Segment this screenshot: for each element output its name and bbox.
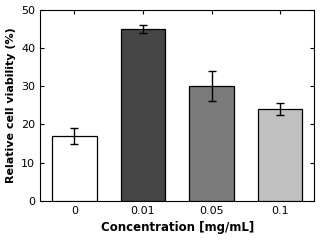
X-axis label: Concentration [mg/mL]: Concentration [mg/mL] bbox=[101, 222, 254, 234]
Y-axis label: Relative cell viability (%): Relative cell viability (%) bbox=[5, 27, 16, 183]
Bar bbox=[258, 109, 302, 201]
Bar bbox=[52, 136, 97, 201]
Bar bbox=[189, 86, 234, 201]
Bar bbox=[121, 29, 165, 201]
